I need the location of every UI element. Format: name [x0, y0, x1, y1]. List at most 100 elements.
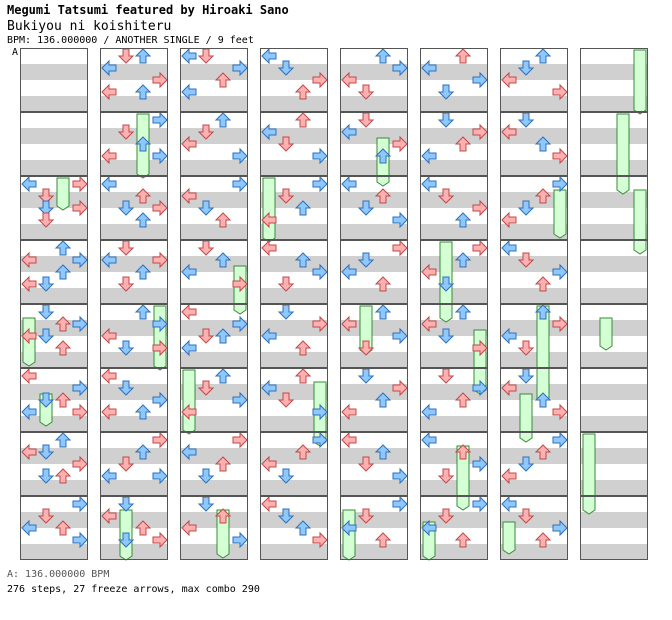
arrow-down: [517, 200, 535, 216]
beat-stripe: [20, 288, 88, 304]
beat-stripe: [100, 256, 168, 272]
beat-stripe: [20, 64, 88, 80]
arrow-right: [232, 59, 248, 77]
arrow-left: [501, 123, 517, 141]
beat-stripe: [20, 144, 88, 160]
beat-stripe: [180, 464, 248, 480]
beat-stripe: [20, 224, 88, 240]
beat-stripe: [580, 320, 648, 336]
beat-stripe: [500, 320, 568, 336]
freeze-arrow: [56, 177, 70, 211]
freeze-arrow: [633, 189, 647, 255]
arrow-right: [472, 123, 488, 141]
beat-stripe: [420, 112, 488, 128]
beat-stripe: [260, 112, 328, 128]
measure-box: [580, 240, 648, 304]
arrow-down: [517, 456, 535, 472]
arrow-down: [357, 340, 375, 356]
arrow-left: [21, 175, 37, 193]
arrow-left: [101, 327, 117, 345]
arrow-left: [101, 403, 117, 421]
arrow-down: [437, 508, 455, 524]
arrow-down: [37, 212, 55, 228]
beat-stripe: [20, 368, 88, 384]
measure-box: [100, 368, 168, 432]
beat-stripe: [420, 224, 488, 240]
measure-box: [420, 432, 488, 496]
arrow-down: [277, 392, 295, 408]
arrow-right: [72, 531, 88, 549]
beat-stripe: [420, 400, 488, 416]
beat-stripe: [260, 400, 328, 416]
measure-box: [100, 432, 168, 496]
arrow-up: [214, 252, 232, 268]
beat-stripe: [340, 368, 408, 384]
arrow-up: [54, 520, 72, 536]
arrow-right: [312, 147, 328, 165]
arrow-left: [181, 403, 197, 421]
measure-box: [500, 176, 568, 240]
beat-stripe: [580, 128, 648, 144]
beat-stripe: [580, 336, 648, 352]
beat-stripe: [20, 128, 88, 144]
arrow-up: [134, 444, 152, 460]
beat-stripe: [420, 288, 488, 304]
measure-box: [260, 112, 328, 176]
beat-stripe: [260, 528, 328, 544]
beat-stripe: [420, 128, 488, 144]
arrow-right: [472, 339, 488, 357]
beat-stripe: [100, 128, 168, 144]
arrow-right: [232, 147, 248, 165]
beat-stripe: [260, 320, 328, 336]
arrow-down: [517, 508, 535, 524]
beat-stripe: [340, 160, 408, 176]
arrow-up: [374, 188, 392, 204]
measure-box: [580, 304, 648, 368]
arrow-left: [261, 47, 277, 65]
arrow-left: [101, 507, 117, 525]
beat-stripe: [100, 48, 168, 64]
beat-stripe: [340, 192, 408, 208]
beat-stripe: [580, 480, 648, 496]
measure-box: [580, 368, 648, 432]
beat-stripe: [260, 272, 328, 288]
beat-stripe: [340, 80, 408, 96]
arrow-down: [197, 380, 215, 396]
arrow-down: [357, 252, 375, 268]
arrow-left: [341, 519, 357, 537]
beat-stripe: [260, 352, 328, 368]
beat-stripe: [260, 304, 328, 320]
arrow-up: [294, 112, 312, 128]
arrow-right: [472, 379, 488, 397]
beat-stripe: [260, 176, 328, 192]
beat-stripe: [180, 240, 248, 256]
arrow-up: [134, 136, 152, 152]
arrow-right: [152, 251, 168, 269]
arrow-left: [261, 211, 277, 229]
measure-box: [260, 240, 328, 304]
beat-stripe: [20, 384, 88, 400]
beat-stripe: [260, 48, 328, 64]
arrow-up: [454, 252, 472, 268]
beat-stripe: [420, 544, 488, 560]
beat-stripe: [580, 80, 648, 96]
arrow-left: [181, 339, 197, 357]
arrow-left: [101, 59, 117, 77]
beat-stripe: [420, 96, 488, 112]
arrow-up: [294, 368, 312, 384]
beat-stripe: [180, 416, 248, 432]
arrow-left: [21, 275, 37, 293]
beat-stripe: [20, 432, 88, 448]
arrow-up: [534, 188, 552, 204]
measure-box: [340, 368, 408, 432]
beat-stripe: [100, 400, 168, 416]
arrow-down: [277, 468, 295, 484]
arrow-down: [517, 60, 535, 76]
arrow-down: [117, 124, 135, 140]
measure-box: [100, 48, 168, 112]
arrow-right: [552, 147, 568, 165]
arrow-up: [54, 432, 72, 448]
arrow-left: [21, 367, 37, 385]
arrow-left: [421, 175, 437, 193]
arrow-up: [294, 444, 312, 460]
